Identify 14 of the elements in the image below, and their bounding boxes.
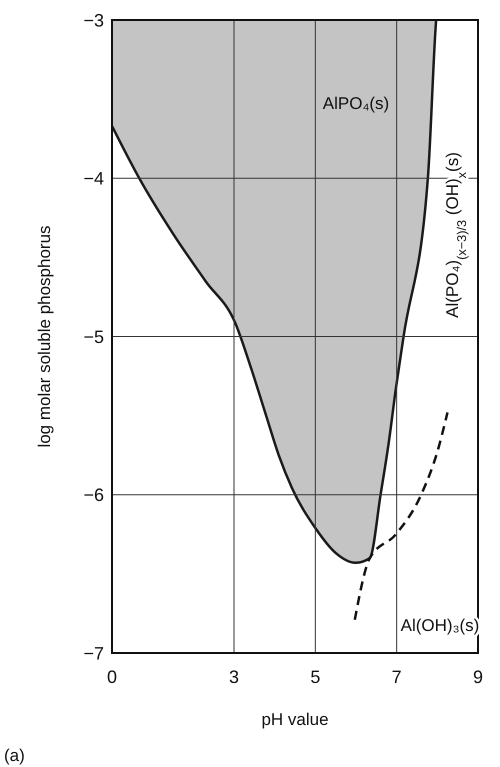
text: (a) [4,746,25,765]
x-tick-label: 5 [310,667,320,687]
x-tick-label: 3 [228,667,240,687]
x-axis-title: pH value [261,710,329,729]
y-tick-label: −6 [83,485,104,506]
y-tick-label: −5 [83,326,104,347]
x-tick-label: 7 [392,667,402,687]
x-tick-label: 9 [472,667,484,687]
annotation: AlPO₄(s) [322,94,390,113]
x-tick-label: 0 [106,667,118,687]
y-tick-label: −4 [83,168,104,189]
y-tick-label: −3 [83,10,104,30]
y-tick-label: −7 [83,643,104,664]
y-axis-title: log molar soluble phosphorus [35,225,54,448]
